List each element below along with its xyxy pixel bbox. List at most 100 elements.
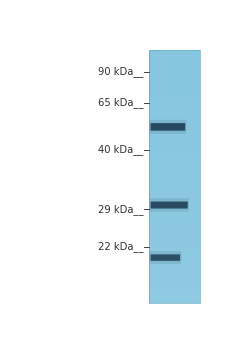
Bar xyxy=(149,248,200,251)
Bar xyxy=(149,174,200,177)
FancyBboxPatch shape xyxy=(151,123,185,131)
Bar xyxy=(149,274,200,276)
Bar xyxy=(149,139,200,141)
Bar xyxy=(149,293,200,295)
Bar xyxy=(149,252,200,255)
Bar xyxy=(149,170,200,173)
Bar xyxy=(149,210,200,213)
Bar xyxy=(149,219,200,221)
Bar xyxy=(149,280,200,282)
Bar xyxy=(149,52,200,54)
Bar xyxy=(149,212,200,215)
Bar xyxy=(149,94,200,97)
Bar xyxy=(149,238,200,240)
Bar xyxy=(149,84,200,86)
Bar xyxy=(149,299,200,301)
Bar xyxy=(149,168,200,170)
Bar xyxy=(149,56,200,58)
Bar xyxy=(149,183,200,185)
Bar xyxy=(149,231,200,234)
Bar xyxy=(149,134,200,136)
Bar xyxy=(149,115,200,118)
Bar xyxy=(149,54,200,56)
Bar xyxy=(149,50,200,303)
Bar xyxy=(149,98,200,101)
Bar xyxy=(149,141,200,143)
Bar xyxy=(149,63,200,65)
FancyBboxPatch shape xyxy=(149,120,187,134)
Bar xyxy=(149,158,200,160)
Bar xyxy=(149,227,200,230)
Text: 22 kDa__: 22 kDa__ xyxy=(98,241,143,252)
Bar xyxy=(149,236,200,238)
Bar xyxy=(149,176,200,179)
Bar xyxy=(149,109,200,111)
Text: 65 kDa__: 65 kDa__ xyxy=(98,97,143,108)
Bar xyxy=(149,263,200,265)
Bar xyxy=(149,103,200,105)
Bar xyxy=(149,233,200,236)
Bar xyxy=(149,69,200,71)
Bar xyxy=(149,259,200,261)
Bar xyxy=(149,128,200,130)
Bar xyxy=(149,225,200,228)
FancyBboxPatch shape xyxy=(151,202,188,209)
Bar xyxy=(149,208,200,211)
Bar xyxy=(149,246,200,248)
Bar xyxy=(149,290,200,293)
Bar xyxy=(149,145,200,147)
Bar xyxy=(149,160,200,162)
Bar xyxy=(149,178,200,181)
FancyBboxPatch shape xyxy=(151,254,180,261)
Bar xyxy=(149,121,200,124)
Bar xyxy=(149,166,200,168)
Bar xyxy=(149,189,200,191)
Bar xyxy=(149,100,200,103)
Bar xyxy=(149,65,200,67)
Bar xyxy=(149,149,200,152)
Bar xyxy=(149,136,200,139)
Bar xyxy=(149,257,200,259)
Bar xyxy=(149,75,200,78)
Bar xyxy=(149,270,200,272)
Bar xyxy=(149,286,200,289)
Bar xyxy=(149,117,200,120)
Bar xyxy=(149,105,200,107)
Bar xyxy=(149,58,200,61)
Bar xyxy=(149,155,200,158)
Bar xyxy=(149,272,200,274)
Bar xyxy=(149,107,200,109)
Bar xyxy=(149,215,200,217)
Bar xyxy=(149,147,200,149)
Bar xyxy=(149,278,200,280)
Bar xyxy=(149,151,200,154)
Bar xyxy=(149,196,200,198)
Bar xyxy=(149,130,200,132)
Bar xyxy=(149,86,200,88)
Bar xyxy=(149,60,200,63)
Bar xyxy=(149,242,200,244)
Bar xyxy=(149,50,200,52)
Text: 90 kDa__: 90 kDa__ xyxy=(98,66,143,77)
Bar xyxy=(149,295,200,297)
Bar xyxy=(149,172,200,175)
Bar xyxy=(149,284,200,287)
Bar xyxy=(149,96,200,99)
Bar xyxy=(149,162,200,164)
Bar xyxy=(149,185,200,187)
Bar xyxy=(149,265,200,267)
Bar xyxy=(149,187,200,189)
FancyBboxPatch shape xyxy=(149,198,189,212)
Bar xyxy=(149,193,200,196)
Bar xyxy=(149,297,200,299)
Bar xyxy=(149,267,200,270)
Bar xyxy=(149,261,200,263)
Bar xyxy=(149,282,200,285)
Bar xyxy=(149,124,200,126)
Bar xyxy=(149,119,200,122)
Bar xyxy=(149,200,200,202)
Bar xyxy=(149,92,200,94)
Bar xyxy=(149,204,200,206)
Bar xyxy=(149,240,200,242)
Bar xyxy=(149,90,200,92)
